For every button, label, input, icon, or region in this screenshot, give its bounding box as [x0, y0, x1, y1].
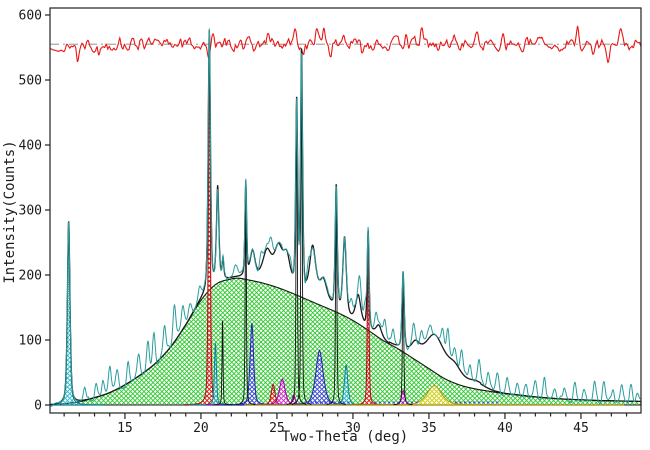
- fitted-peak-outline: [326, 183, 346, 405]
- observed-pattern-curve: [49, 28, 642, 407]
- y-tick-label: 500: [19, 74, 42, 89]
- x-tick-label: 45: [573, 421, 589, 436]
- y-axis-title: Intensity(Counts): [2, 140, 18, 283]
- y-tick-label: 400: [19, 139, 42, 154]
- x-tick-label: 30: [345, 421, 361, 436]
- difference-residual-curve: [49, 25, 642, 64]
- y-tick-label: 0: [34, 399, 42, 414]
- x-tick-label: 40: [497, 421, 513, 436]
- x-tick-label: 35: [421, 421, 437, 436]
- y-tick-label: 300: [19, 204, 42, 219]
- y-tick-label: 200: [19, 269, 42, 284]
- x-tick-label: 25: [269, 421, 285, 436]
- x-axis-title: Two-Theta (deg): [282, 429, 408, 445]
- fitted-peak-cyan: [49, 222, 104, 406]
- y-tick-label: 600: [19, 9, 42, 24]
- x-tick-label: 20: [193, 421, 209, 436]
- x-tick-label: 15: [117, 421, 133, 436]
- fitted-peak-yellow: [244, 384, 625, 406]
- y-tick-label: 100: [19, 334, 42, 349]
- fitted-peak-outline: [212, 320, 233, 406]
